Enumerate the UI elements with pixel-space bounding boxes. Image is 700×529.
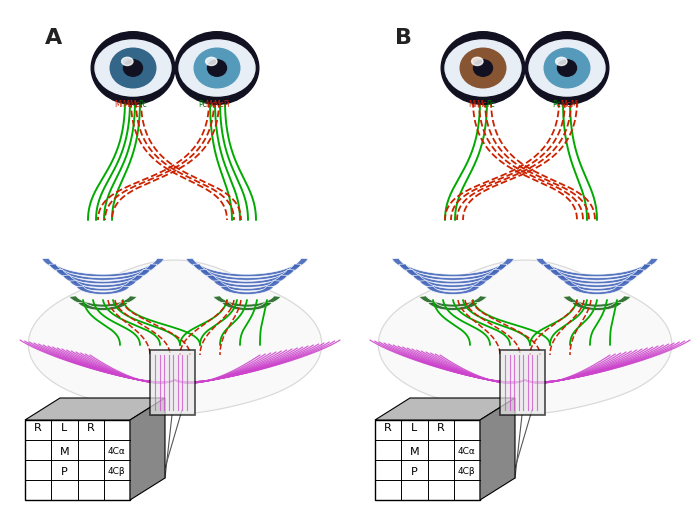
Polygon shape xyxy=(542,264,651,280)
Bar xyxy=(375,420,480,500)
Bar xyxy=(150,350,195,415)
Polygon shape xyxy=(406,269,500,284)
Text: R: R xyxy=(87,423,94,433)
Ellipse shape xyxy=(544,48,590,88)
Text: Pc: Pc xyxy=(139,100,148,109)
Polygon shape xyxy=(564,281,631,291)
Text: L: L xyxy=(412,423,417,433)
Polygon shape xyxy=(42,258,164,277)
Text: Pi: Pi xyxy=(223,100,230,109)
Polygon shape xyxy=(214,281,281,291)
Ellipse shape xyxy=(206,57,217,66)
Polygon shape xyxy=(130,398,165,500)
Polygon shape xyxy=(56,269,150,284)
Ellipse shape xyxy=(123,60,143,76)
Ellipse shape xyxy=(445,40,521,96)
Text: R: R xyxy=(34,423,42,433)
Polygon shape xyxy=(392,258,514,277)
Polygon shape xyxy=(49,264,158,280)
Text: Mi: Mi xyxy=(570,100,580,109)
Ellipse shape xyxy=(529,40,605,96)
Text: Pc: Pc xyxy=(486,100,496,109)
Ellipse shape xyxy=(95,40,171,96)
Ellipse shape xyxy=(472,57,483,66)
Polygon shape xyxy=(78,302,128,311)
Polygon shape xyxy=(375,398,515,420)
Ellipse shape xyxy=(110,48,156,88)
Polygon shape xyxy=(564,296,631,307)
Text: Mc: Mc xyxy=(561,100,571,109)
Ellipse shape xyxy=(122,57,133,66)
Polygon shape xyxy=(572,302,622,311)
Ellipse shape xyxy=(525,32,609,104)
Polygon shape xyxy=(186,258,308,277)
Text: Mi: Mi xyxy=(468,100,477,109)
Ellipse shape xyxy=(441,32,525,104)
Text: R: R xyxy=(384,423,392,433)
Ellipse shape xyxy=(556,57,567,66)
Ellipse shape xyxy=(557,60,577,76)
Text: Mc: Mc xyxy=(477,100,487,109)
Polygon shape xyxy=(536,258,658,277)
Bar xyxy=(25,420,130,500)
Polygon shape xyxy=(570,286,624,295)
Ellipse shape xyxy=(473,60,493,76)
Text: P: P xyxy=(61,467,68,477)
Polygon shape xyxy=(426,286,480,295)
Text: Mi: Mi xyxy=(122,100,132,109)
Polygon shape xyxy=(480,398,515,500)
Ellipse shape xyxy=(175,32,259,104)
Text: R: R xyxy=(437,423,444,433)
Polygon shape xyxy=(556,275,638,287)
Text: Mc: Mc xyxy=(206,100,216,109)
Polygon shape xyxy=(412,275,493,287)
Polygon shape xyxy=(399,264,507,280)
Polygon shape xyxy=(428,302,478,311)
Polygon shape xyxy=(25,398,165,420)
Ellipse shape xyxy=(91,32,175,104)
Text: L: L xyxy=(62,423,67,433)
Ellipse shape xyxy=(179,40,255,96)
Text: Pc: Pc xyxy=(199,100,207,109)
Ellipse shape xyxy=(194,48,240,88)
Ellipse shape xyxy=(207,60,227,76)
Text: Mc: Mc xyxy=(214,100,225,109)
Polygon shape xyxy=(419,281,486,291)
Polygon shape xyxy=(550,269,644,284)
Text: A: A xyxy=(45,28,62,48)
Text: 4Cβ: 4Cβ xyxy=(458,468,476,477)
Polygon shape xyxy=(220,286,274,295)
Polygon shape xyxy=(69,281,136,291)
Text: P: P xyxy=(411,467,418,477)
Bar xyxy=(500,350,545,415)
Polygon shape xyxy=(206,275,288,287)
Text: B: B xyxy=(395,28,412,48)
Polygon shape xyxy=(199,269,294,284)
Polygon shape xyxy=(214,296,281,307)
Text: 4Cα: 4Cα xyxy=(108,448,126,457)
Ellipse shape xyxy=(460,48,506,88)
Polygon shape xyxy=(62,275,144,287)
Polygon shape xyxy=(76,286,130,295)
Polygon shape xyxy=(69,296,136,307)
Polygon shape xyxy=(28,260,322,414)
Polygon shape xyxy=(222,302,272,311)
Text: 4Cβ: 4Cβ xyxy=(108,468,126,477)
Text: M: M xyxy=(60,447,69,457)
Text: 4Cα: 4Cα xyxy=(458,448,476,457)
Text: M: M xyxy=(410,447,419,457)
Polygon shape xyxy=(419,296,486,307)
Text: Mi: Mi xyxy=(115,100,123,109)
Text: Mc: Mc xyxy=(130,100,141,109)
Polygon shape xyxy=(193,264,301,280)
Polygon shape xyxy=(378,260,672,414)
Text: Pc: Pc xyxy=(552,100,561,109)
